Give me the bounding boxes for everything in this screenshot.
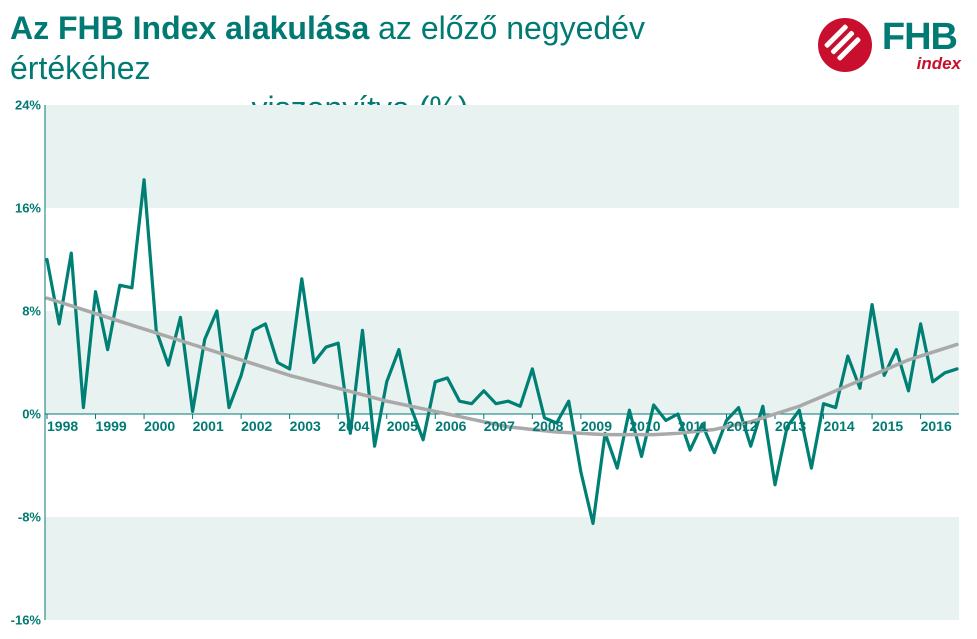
y-tick-label: 16% [15, 201, 41, 216]
y-tick-label: 8% [22, 304, 41, 319]
series-line [47, 180, 957, 524]
x-tick-label: 2001 [193, 418, 224, 434]
logo-circle-icon [818, 18, 872, 72]
x-tick-label: 2016 [921, 418, 952, 434]
fhb-logo: FHB index [818, 18, 957, 72]
x-tick-label: 2006 [435, 418, 466, 434]
x-tick-label: 2014 [824, 418, 855, 434]
x-tick-label: 2008 [532, 418, 563, 434]
title-bold-part: Az FHB Index alakulása [10, 10, 369, 46]
chart-svg [45, 105, 959, 620]
x-tick-label: 2003 [290, 418, 321, 434]
x-tick-label: 2010 [629, 418, 660, 434]
x-tick-label: 2004 [338, 418, 369, 434]
y-tick-label: 0% [22, 407, 41, 422]
logo-text: FHB [882, 18, 957, 56]
x-tick-label: 1998 [47, 418, 78, 434]
plot-region: 1998 1999 2000 2001 2002 2003 2004 2005 2006 2007… [45, 105, 959, 620]
x-tick-label: 2011 [678, 418, 708, 434]
x-tick-label: 2007 [484, 418, 515, 434]
y-axis: -16%-8%0%8%16%24% [0, 105, 45, 630]
x-tick-label: 2015 [872, 418, 903, 434]
x-tick-label: 2000 [144, 418, 175, 434]
y-tick-label: 24% [15, 98, 41, 113]
x-tick-label: 2012 [726, 418, 757, 434]
x-tick-label: 2005 [387, 418, 418, 434]
logo-subtext: index [917, 54, 961, 74]
x-tick-label: 1999 [96, 418, 127, 434]
y-tick-label: -16% [11, 613, 41, 628]
x-tick-label: 2013 [775, 418, 806, 434]
chart-area: -16%-8%0%8%16%24% 1998199920002001200220… [0, 105, 977, 630]
y-tick-label: -8% [18, 510, 41, 525]
x-tick-label: 2002 [241, 418, 272, 434]
x-tick-label: 2009 [581, 418, 612, 434]
